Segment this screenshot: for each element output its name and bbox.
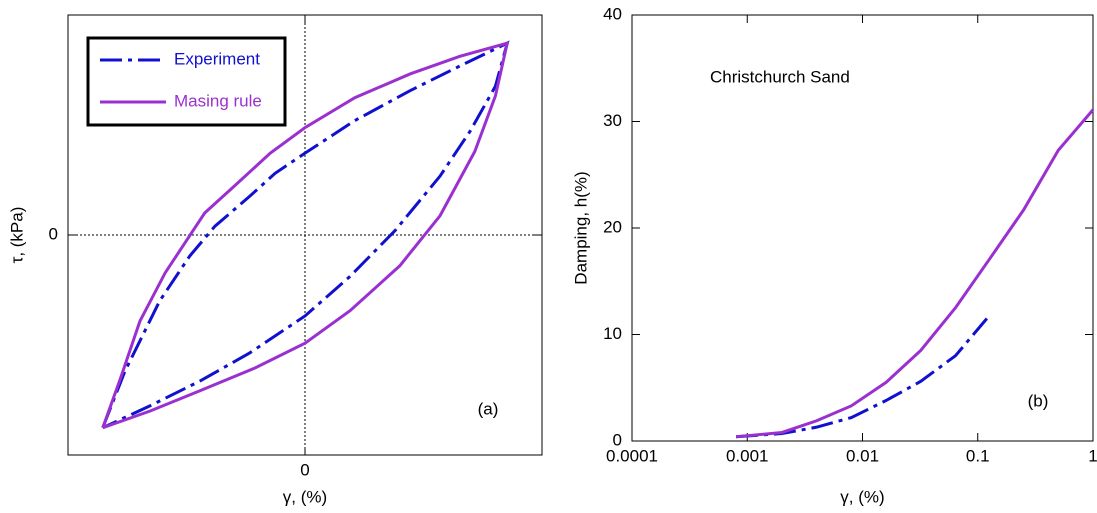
legend-label: Masing rule xyxy=(174,91,262,110)
annotation: (a) xyxy=(478,399,499,418)
legend-box xyxy=(86,36,287,127)
x-tick-label: 0.0001 xyxy=(606,446,658,465)
data-line xyxy=(101,41,510,430)
legend-label: Experiment xyxy=(174,49,260,68)
x-tick-label: 0.01 xyxy=(846,446,879,465)
y-tick-label: 40 xyxy=(603,4,622,23)
y-tick-label: 0 xyxy=(613,430,622,449)
y-axis-label: Damping, h(%) xyxy=(571,171,590,284)
annotation: Christchurch Sand xyxy=(710,67,850,86)
y-tick-label: 10 xyxy=(603,324,622,343)
y-axis-label: τ, (kPa) xyxy=(7,207,26,264)
y-tick-label: 30 xyxy=(603,111,622,130)
x-axis-label: γ, (%) xyxy=(283,487,327,506)
x-tick-label: 0 xyxy=(300,460,309,479)
x-tick-label: 0.1 xyxy=(966,446,990,465)
data-line xyxy=(735,317,989,439)
x-axis-label: γ, (%) xyxy=(840,487,884,506)
annotation: (b) xyxy=(1028,391,1049,410)
plot-frame xyxy=(631,14,1094,442)
x-tick-label: 1 xyxy=(1088,446,1097,465)
y-tick-label: 0 xyxy=(49,224,58,243)
y-tick-label: 20 xyxy=(603,217,622,236)
x-tick-label: 0.001 xyxy=(726,446,769,465)
data-line xyxy=(101,40,510,430)
data-line xyxy=(735,108,1095,439)
